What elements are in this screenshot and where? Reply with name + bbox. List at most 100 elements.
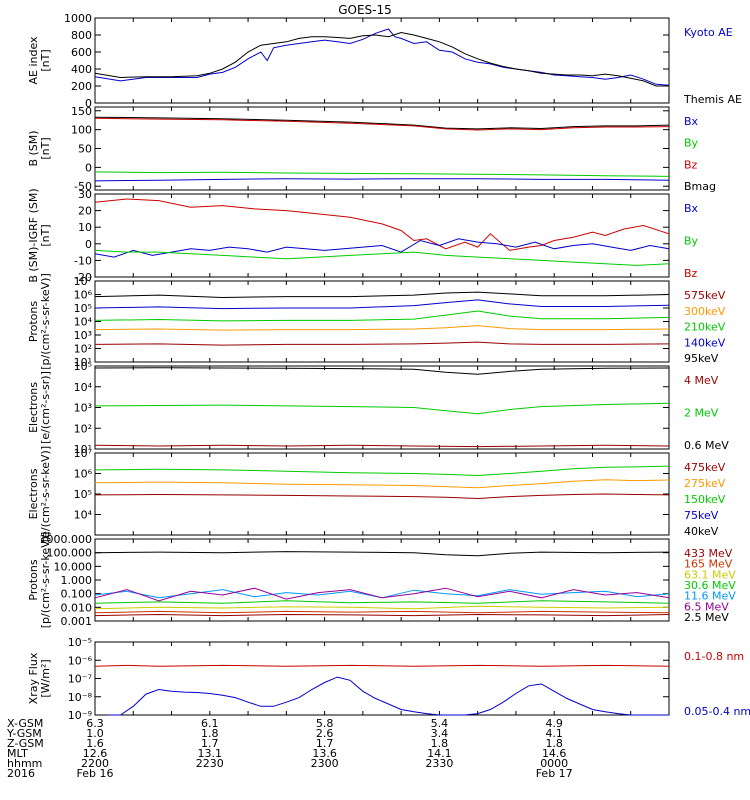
x-axis-ephemeris: X-GSMY-GSMZ-GSMMLThhmm20166.31.01.612.62… [6, 717, 573, 780]
series-line-bx [94, 238, 670, 258]
x-axis-tick-value: 2.6 [316, 727, 334, 740]
panel-frame [94, 17, 670, 104]
y-tick-label: 50 [78, 143, 92, 156]
y-tick-label: 0.001 [61, 615, 93, 628]
legend-entry: 75keV [684, 509, 719, 522]
y-tick-label: 10⁵ [74, 360, 92, 373]
legend-entry: 4 MeV [684, 374, 719, 387]
x-axis-tick-value: 13.6 [312, 747, 337, 760]
panel-frame [94, 193, 670, 278]
y-tick-label: 200 [71, 80, 92, 93]
y-tick-label: 10⁻⁵ [68, 636, 92, 649]
x-axis-tick-value: 2230 [196, 757, 224, 770]
series-line-275kev [94, 479, 670, 489]
x-axis-tick-value: 12.6 [83, 747, 108, 760]
legend-entry: 0.6 MeV [684, 439, 729, 452]
y-axis-label: Electrons[e/(cm²-s-sr)] [27, 371, 52, 444]
x-axis-tick-value: 4.9 [545, 717, 563, 730]
series-line-kyoto-ae [94, 28, 670, 86]
legend-entry: 300keV [684, 305, 726, 318]
y-tick-label: 0.100 [61, 588, 93, 601]
x-axis-tick-value: 2200 [81, 757, 109, 770]
series-line-95kev [94, 291, 670, 299]
series-line-2-mev [94, 402, 670, 415]
x-axis-tick-value: 6.3 [86, 717, 104, 730]
y-tick-label: 10⁶ [74, 289, 93, 302]
y-tick-label: 400 [71, 63, 92, 76]
y-tick-label: 10⁵ [74, 488, 92, 501]
chart-title: GOES-15 [338, 3, 392, 17]
x-axis-tick-value: 0000 [540, 757, 568, 770]
y-tick-label: -50 [74, 180, 92, 193]
x-axis-tick-value: 1.7 [201, 737, 219, 750]
y-tick-label: 10⁴ [74, 509, 93, 522]
y-tick-label: 10⁶ [74, 468, 93, 481]
y-tick-label: 10⁻⁶ [68, 654, 93, 667]
series-line-30-6-mev [94, 600, 670, 604]
legend-entry: Kyoto AE [684, 26, 733, 39]
series-line-140kev [94, 299, 670, 310]
y-tick-label: 10⁻⁷ [68, 673, 92, 686]
legend-entry: By [684, 235, 699, 248]
x-axis-tick-value: 1.7 [316, 737, 334, 750]
series-line-2-5-mev [94, 551, 670, 557]
legend-entry: 210keV [684, 321, 726, 334]
series-line-300kev [94, 325, 670, 331]
y-tick-label: 0 [85, 161, 92, 174]
y-tick-label: 100.000 [47, 547, 93, 560]
legend-entry: By [684, 137, 699, 150]
y-tick-label: 10 [78, 221, 92, 234]
series-line-4-mev [94, 444, 670, 448]
y-tick-label: 10¹ [74, 443, 92, 456]
x-axis-row-label: MLT [7, 747, 28, 760]
panel-frame [94, 641, 670, 716]
legend-entry: 433 MeV [684, 547, 733, 560]
y-axis-label: Xray Flux[W/m²] [27, 652, 52, 704]
x-axis-tick-value: Feb 17 [536, 767, 573, 780]
x-axis-tick-value: 5.8 [316, 717, 334, 730]
series-line-6-5-mev [94, 587, 670, 602]
series-line-210kev [94, 310, 670, 322]
series-line-63-1-mev [94, 605, 670, 610]
y-tick-label: 0 [85, 238, 92, 251]
series-line-433-mev [94, 613, 670, 617]
x-axis-tick-value: 5.4 [431, 717, 449, 730]
y-tick-label: 20 [78, 205, 92, 218]
y-axis-label: Protons[p/(cm²-s-sr-keV)] [27, 273, 52, 370]
series-line-themis-ae [94, 31, 669, 87]
y-tick-label: 10³ [74, 402, 92, 415]
y-tick-label: 30 [78, 188, 92, 201]
legend-entry: Bz [684, 158, 698, 171]
y-tick-label: 150 [71, 105, 92, 118]
legend-entry: 63.1 MeV [684, 568, 736, 581]
legend-entry: 2 MeV [684, 407, 719, 420]
x-axis-tick-value: Feb 16 [77, 767, 114, 780]
y-tick-label: -10 [74, 254, 92, 267]
x-axis-row-label: X-GSM [7, 717, 43, 730]
legend-entry: Bx [684, 115, 699, 128]
legend-entry: 40keV [684, 525, 719, 538]
y-axis-label: Protons[p/(cm²-s-sr-keV)] [27, 532, 52, 629]
y-tick-label: 10⁷ [74, 275, 92, 288]
legend-entry: 95keV [684, 352, 719, 365]
y-tick-label: 800 [71, 29, 92, 42]
y-axis-label: Electrons[e/(cm²-s-sr-keV)] [27, 446, 52, 542]
series-line-bz [94, 198, 670, 251]
x-axis-tick-value: 1.8 [201, 727, 219, 740]
x-axis-tick-value: 6.1 [201, 717, 219, 730]
series-line-475kev [94, 493, 670, 500]
series-line-0-1-0-8-nm [94, 664, 670, 667]
x-axis-tick-value: 2300 [311, 757, 339, 770]
y-tick-label: 0.010 [61, 601, 93, 614]
y-tick-label: 10² [74, 422, 92, 435]
series-line-0-05-0-4-nm [107, 676, 669, 716]
panel-protons1: 10¹10²10³10⁴10⁵10⁶10⁷Protons[p/(cm²-s-sr… [27, 273, 726, 370]
series-line-bmag [94, 116, 670, 130]
y-tick-label: 10¹ [74, 356, 92, 369]
panel-frame [94, 538, 670, 622]
x-axis-row-label: Z-GSM [7, 737, 44, 750]
series-line-150kev [94, 465, 670, 477]
panel-ae: 0 200 400 600 800 1000 AE index[nT] Kyoto AE The… [27, 12, 742, 110]
